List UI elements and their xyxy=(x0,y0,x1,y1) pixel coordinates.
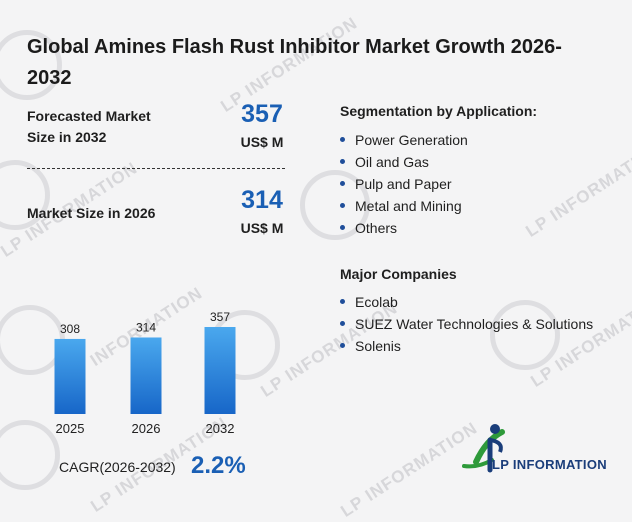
current-value: 314 xyxy=(241,186,283,214)
bar-value-label: 357 xyxy=(210,310,230,324)
segment-label: Oil and Gas xyxy=(355,154,429,170)
forecast-unit: US$ M xyxy=(240,134,284,150)
bar-value-label: 314 xyxy=(136,320,156,334)
x-tick-label: 2025 xyxy=(56,421,85,436)
watermark-text: LP INFORMATION xyxy=(522,138,632,241)
list-item: Metal and Mining xyxy=(340,195,468,217)
bullet-icon xyxy=(340,298,345,304)
bar-2032 xyxy=(204,327,236,414)
forecast-label: Forecasted Market Size in 2032 xyxy=(27,108,151,145)
list-item: Others xyxy=(340,217,468,239)
x-tick-label: 2032 xyxy=(206,421,235,436)
bullet-icon xyxy=(340,180,345,186)
segment-label: Power Generation xyxy=(355,132,468,148)
list-item: Power Generation xyxy=(340,129,468,151)
list-item: Ecolab xyxy=(340,291,593,313)
bar-value-label: 308 xyxy=(60,322,80,336)
cagr-label: CAGR(2026-2032) xyxy=(59,459,176,475)
bar-chart: 308 2025 314 2026 357 2032 xyxy=(54,310,236,436)
current-unit: US$ M xyxy=(240,220,284,236)
company-label: Solenis xyxy=(355,338,401,354)
list-item: Pulp and Paper xyxy=(340,173,468,195)
segment-label: Pulp and Paper xyxy=(355,176,452,192)
companies-heading: Major Companies xyxy=(340,266,457,282)
segmentation-list: Power Generation Oil and Gas Pulp and Pa… xyxy=(340,129,468,239)
bullet-icon xyxy=(340,136,345,142)
current-label: Market Size in 2026 xyxy=(27,205,156,221)
company-label: SUEZ Water Technologies & Solutions xyxy=(355,316,594,332)
bullet-icon xyxy=(340,320,345,326)
page-title: Global Amines Flash Rust Inhibitor Marke… xyxy=(27,36,562,89)
cagr-value: 2.2% xyxy=(191,452,246,479)
bar-2025 xyxy=(54,338,86,414)
bar-2026 xyxy=(130,337,162,414)
bullet-icon xyxy=(340,342,345,348)
bullet-icon xyxy=(340,202,345,208)
bullet-icon xyxy=(340,158,345,164)
segment-label: Others xyxy=(355,220,398,236)
list-item: Solenis xyxy=(340,335,593,357)
list-item: SUEZ Water Technologies & Solutions xyxy=(340,313,593,335)
list-item: Oil and Gas xyxy=(340,151,468,173)
watermark-text: LP INFORMATION xyxy=(337,418,481,521)
companies-list: Ecolab SUEZ Water Technologies & Solutio… xyxy=(340,291,593,357)
stats-divider xyxy=(27,168,285,169)
logo-text: LP INFORMATION xyxy=(492,457,607,472)
lp-information-logo-icon xyxy=(462,424,505,473)
company-label: Ecolab xyxy=(355,294,398,310)
bullet-icon xyxy=(340,224,345,230)
forecast-value: 357 xyxy=(241,100,283,128)
x-tick-label: 2026 xyxy=(132,421,161,436)
segment-label: Metal and Mining xyxy=(355,198,462,214)
segmentation-heading: Segmentation by Application: xyxy=(340,103,538,119)
